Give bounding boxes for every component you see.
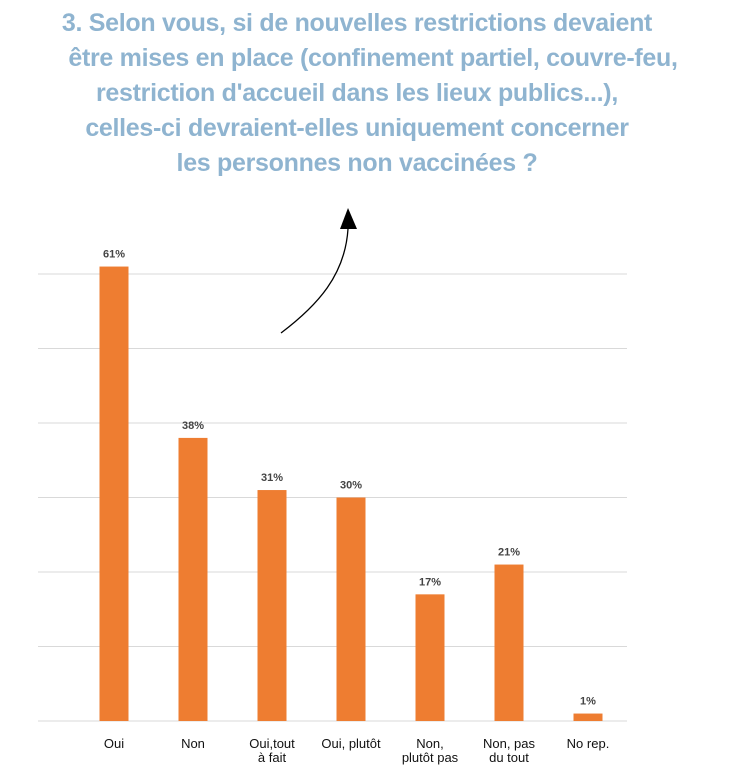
category-label-line: Oui, plutôt	[321, 736, 381, 751]
arrow-shaft	[280, 228, 349, 334]
bar	[573, 713, 603, 721]
category-label-line: du tout	[489, 750, 529, 765]
gridlines	[38, 273, 627, 722]
bar-value-label: 30%	[340, 480, 362, 492]
bar	[415, 594, 445, 721]
bar	[257, 490, 287, 721]
bar-value-label: 38%	[182, 420, 204, 432]
category-label: No rep.	[567, 736, 610, 751]
value-labels: 61% 38% 31% 30% 17% 21% 1%	[103, 249, 596, 708]
bar-value-label: 31%	[261, 472, 283, 484]
title-line: les personnes non vaccinées ?	[176, 149, 538, 177]
category-label-line: Oui,tout	[249, 736, 295, 751]
category-label-line: Non	[181, 736, 205, 751]
category-label: Non, plutôt pas	[402, 736, 459, 765]
category-label-line: à fait	[258, 750, 287, 765]
bar-value-label: 21%	[498, 547, 520, 559]
category-label: Non, pas du tout	[483, 736, 536, 765]
category-labels: Oui Non Oui,tout à fait Oui, plutôt Non, plutô…	[104, 736, 609, 765]
arrow-annotation	[280, 208, 357, 334]
category-label: Non	[181, 736, 205, 751]
category-label-line: Non, pas	[483, 736, 536, 751]
bar-value-label: 1%	[580, 696, 596, 708]
title-line: être mises en place (confinement partiel…	[68, 44, 678, 72]
category-label: Oui,tout à fait	[249, 736, 295, 765]
arrow-head-icon	[340, 208, 357, 229]
chart-title: 3. Selon vous, si de nouvelles restricti…	[0, 6, 752, 181]
category-label-line: No rep.	[567, 736, 610, 751]
bar-value-label: 17%	[419, 576, 441, 588]
category-label-line: Oui	[104, 736, 124, 751]
category-label: Oui	[104, 736, 124, 751]
bar-value-label: 61%	[103, 249, 125, 261]
bars	[99, 266, 603, 721]
bar	[178, 437, 208, 721]
bar	[336, 497, 366, 721]
title-line: restriction d'accueil dans les lieux pub…	[96, 79, 618, 107]
category-label-line: Non,	[416, 736, 443, 751]
category-label-line: plutôt pas	[402, 750, 459, 765]
bar	[494, 564, 524, 721]
title-line: celles-ci devraient-elles uniquement con…	[85, 114, 629, 142]
category-label: Oui, plutôt	[321, 736, 381, 751]
title-line: 3. Selon vous, si de nouvelles restricti…	[61, 9, 653, 37]
bar	[99, 266, 129, 721]
